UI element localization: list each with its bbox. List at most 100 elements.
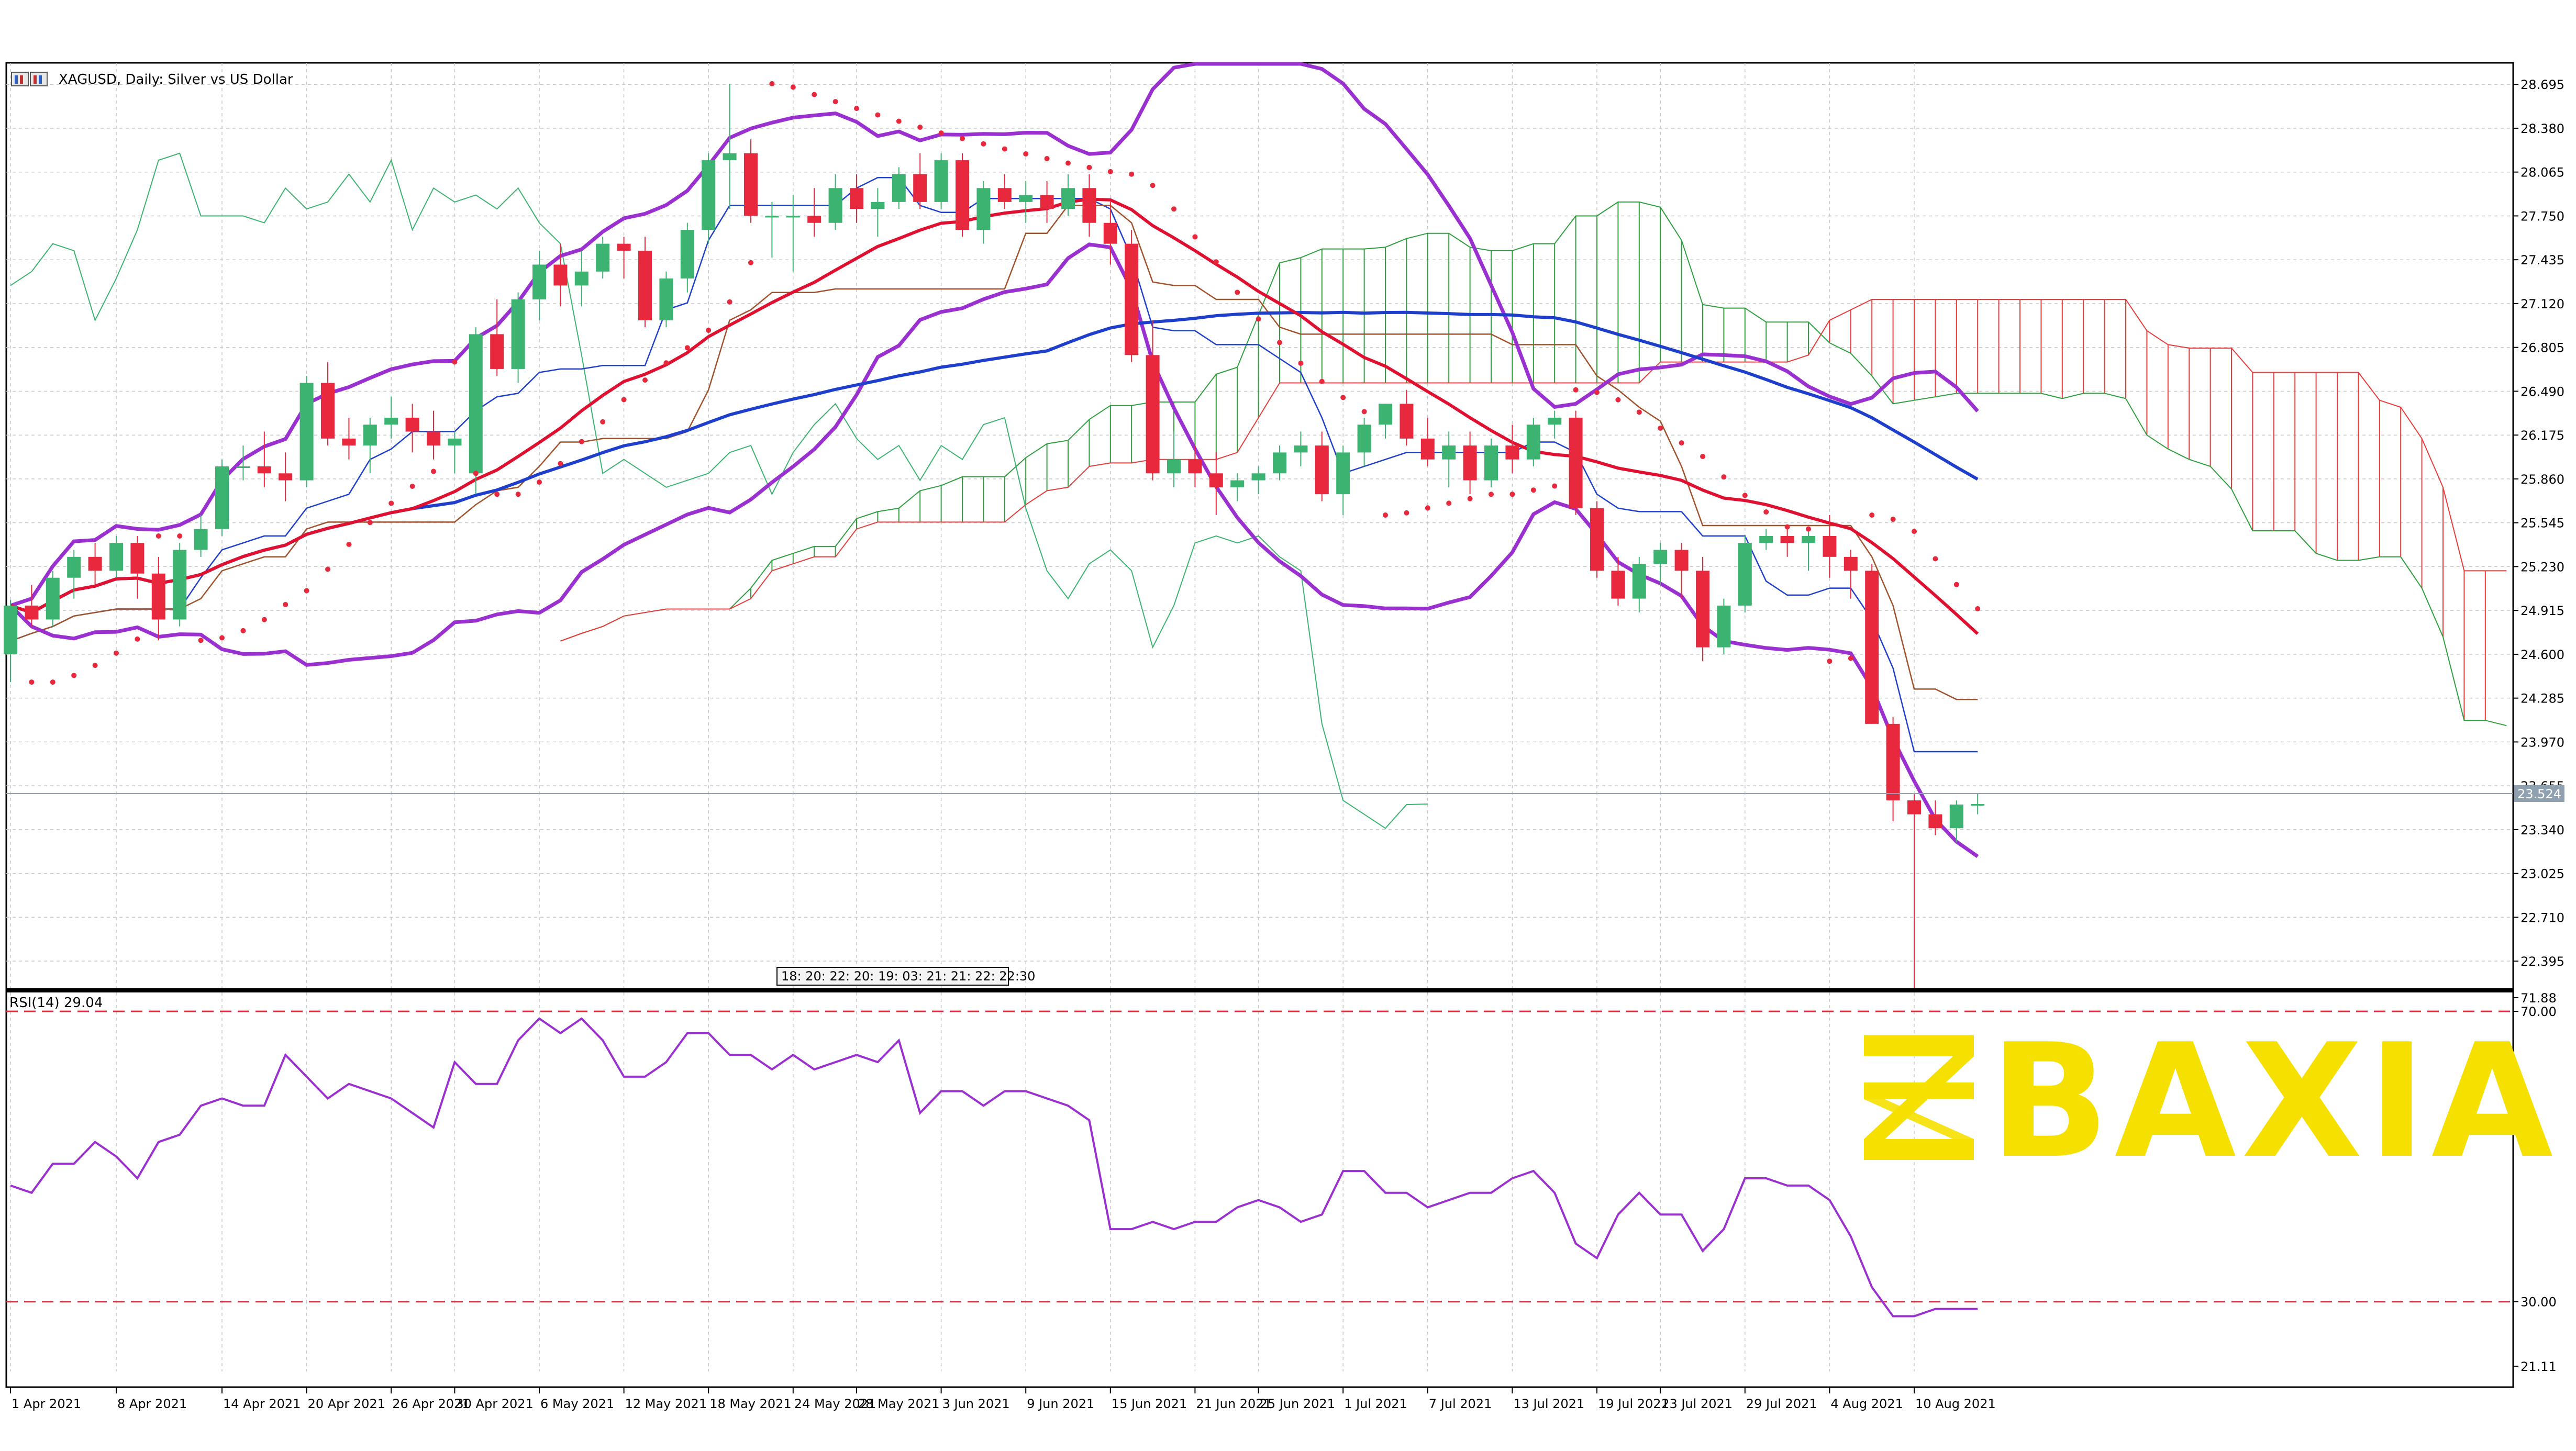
candle[interactable] xyxy=(342,417,356,460)
candle[interactable] xyxy=(1146,320,1160,481)
candle[interactable] xyxy=(25,584,39,627)
candle[interactable] xyxy=(1336,445,1350,516)
candle[interactable] xyxy=(596,237,610,279)
candle[interactable] xyxy=(1019,181,1033,223)
candle[interactable] xyxy=(1357,417,1371,467)
candle[interactable] xyxy=(1802,529,1815,571)
candle[interactable] xyxy=(448,431,462,474)
candle[interactable] xyxy=(1780,529,1794,557)
candle[interactable] xyxy=(257,431,271,487)
candle[interactable] xyxy=(1759,529,1773,550)
candle[interactable] xyxy=(109,535,123,578)
candle[interactable] xyxy=(299,376,314,487)
candle[interactable] xyxy=(1886,717,1900,821)
candle[interactable] xyxy=(1209,452,1223,516)
candle[interactable] xyxy=(744,139,758,223)
candle[interactable] xyxy=(215,459,229,536)
candle[interactable] xyxy=(1103,202,1117,265)
candle[interactable] xyxy=(956,153,969,237)
candle[interactable] xyxy=(976,181,991,244)
candle[interactable] xyxy=(1463,431,1477,495)
candle[interactable] xyxy=(279,452,293,501)
candle[interactable] xyxy=(786,195,800,272)
candle[interactable] xyxy=(46,571,60,627)
candle[interactable] xyxy=(1484,438,1498,487)
candle[interactable] xyxy=(130,535,145,599)
candle[interactable] xyxy=(617,237,631,279)
candle[interactable] xyxy=(1569,410,1583,516)
candle[interactable] xyxy=(67,550,81,599)
candle[interactable] xyxy=(1907,793,1921,988)
candle[interactable] xyxy=(88,543,102,585)
candle[interactable] xyxy=(1548,410,1562,439)
candle[interactable] xyxy=(1442,431,1456,487)
candle[interactable] xyxy=(850,174,863,223)
candle[interactable] xyxy=(1167,431,1181,487)
candle[interactable] xyxy=(469,327,483,495)
candle-body xyxy=(1103,222,1117,244)
panel-separator[interactable] xyxy=(6,988,2513,992)
candle[interactable] xyxy=(934,153,948,209)
candle[interactable] xyxy=(1696,556,1709,662)
candle[interactable] xyxy=(4,600,17,683)
candles[interactable] xyxy=(4,83,1985,988)
candle[interactable] xyxy=(553,243,568,307)
candle[interactable] xyxy=(1738,535,1752,613)
y-tick-label: 25.230 xyxy=(2521,560,2564,574)
candle[interactable] xyxy=(1082,174,1096,237)
candle[interactable] xyxy=(1294,431,1308,467)
candle[interactable] xyxy=(638,237,652,328)
candle[interactable] xyxy=(1125,230,1139,362)
candle[interactable] xyxy=(1653,543,1668,585)
candle[interactable] xyxy=(574,250,589,307)
candle[interactable] xyxy=(997,174,1012,209)
candle[interactable] xyxy=(1379,404,1392,439)
candle[interactable] xyxy=(913,153,927,209)
candle[interactable] xyxy=(1590,501,1604,578)
candle[interactable] xyxy=(892,167,906,209)
candle[interactable] xyxy=(1400,389,1414,446)
candle[interactable] xyxy=(1061,174,1075,216)
candle[interactable] xyxy=(765,202,779,258)
candle[interactable] xyxy=(321,362,335,446)
candle[interactable] xyxy=(363,417,377,474)
candle[interactable] xyxy=(1188,445,1202,487)
candle[interactable] xyxy=(1844,550,1858,599)
candle[interactable] xyxy=(659,271,673,328)
candle[interactable] xyxy=(490,299,504,376)
candle[interactable] xyxy=(1420,417,1435,467)
candle[interactable] xyxy=(1865,564,1879,724)
candle[interactable] xyxy=(236,445,250,481)
candle[interactable] xyxy=(871,188,885,237)
candle[interactable] xyxy=(1505,425,1519,474)
sar-dot xyxy=(1213,259,1219,265)
candle[interactable] xyxy=(1823,515,1837,578)
candle[interactable] xyxy=(1632,556,1646,613)
candle[interactable] xyxy=(828,174,842,230)
candle[interactable] xyxy=(1717,598,1731,654)
candle[interactable] xyxy=(173,543,187,627)
candle[interactable] xyxy=(680,222,694,293)
candle[interactable] xyxy=(1273,445,1286,481)
candle[interactable] xyxy=(384,397,398,439)
candle[interactable] xyxy=(1611,556,1625,606)
candle[interactable] xyxy=(702,153,716,244)
candle[interactable] xyxy=(511,292,525,383)
candle[interactable] xyxy=(1251,466,1265,495)
candle[interactable] xyxy=(1971,793,1985,814)
candle[interactable] xyxy=(151,556,165,641)
candle[interactable] xyxy=(532,250,546,320)
candle[interactable] xyxy=(194,515,208,557)
candle[interactable] xyxy=(1674,543,1689,599)
candle[interactable] xyxy=(1040,181,1054,223)
candle[interactable] xyxy=(1315,431,1329,501)
candle[interactable] xyxy=(807,188,821,237)
candle[interactable] xyxy=(427,410,440,460)
candle[interactable] xyxy=(1928,800,1942,835)
candle[interactable] xyxy=(1526,417,1540,467)
candle[interactable] xyxy=(1230,473,1245,501)
candle[interactable] xyxy=(723,83,737,209)
candle[interactable] xyxy=(405,404,419,453)
candle[interactable] xyxy=(1949,800,1963,842)
